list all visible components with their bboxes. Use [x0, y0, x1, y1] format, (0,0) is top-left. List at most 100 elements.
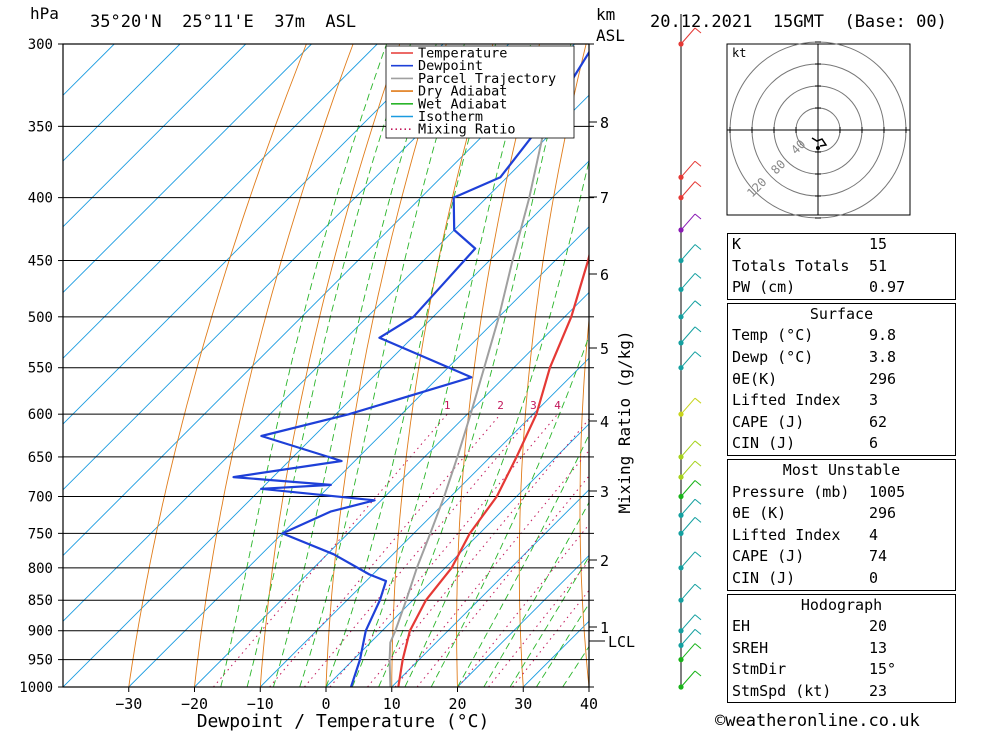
- mixing-ratio-label: 15: [672, 399, 685, 412]
- y-tick-label: 850: [28, 593, 53, 609]
- legend-label: Parcel Trajectory: [418, 71, 556, 87]
- x-tick-label: 10: [383, 695, 401, 713]
- km-tick-label: 6: [600, 266, 609, 284]
- y-tick-label: 650: [28, 450, 53, 466]
- pressure-unit-label: hPa: [30, 4, 59, 23]
- index-row: CAPE (J) 74: [732, 547, 888, 566]
- index-row: θE(K) 296: [732, 369, 897, 388]
- wet-adiabat-line: [299, 44, 465, 687]
- isotherm-line: [63, 44, 378, 359]
- dry-adiabat-line: [325, 44, 447, 687]
- y-tick-label: 300: [28, 37, 53, 53]
- surface-section: Surface Temp (°C) 9.8 Dewp (°C) 3.8 θE(K) 2…: [727, 302, 956, 456]
- x-tick-label: 20: [448, 695, 466, 713]
- km-tick-label: 1: [600, 619, 609, 637]
- index-row: CIN (J) 0: [732, 568, 879, 587]
- datetime-label: 20.12.2021 15GMT (Base: 00): [650, 12, 947, 32]
- x-tick-label: −10: [247, 695, 274, 713]
- isotherm-line: [259, 357, 589, 687]
- index-row: K 15: [732, 235, 888, 253]
- isotherm-line: [63, 44, 181, 162]
- most-unstable-section: Most Unstable Pressure (mb) 1005 θE (K) 29…: [727, 458, 956, 591]
- y-tick-label: 600: [28, 407, 53, 423]
- section-title: Surface: [809, 304, 874, 323]
- legend-label: Temperature: [418, 46, 507, 62]
- index-row: Lifted Index 3: [732, 391, 879, 410]
- y-tick-label: 800: [28, 561, 53, 577]
- mixing-ratio-axis-label: Mixing Ratio (g/kg): [615, 330, 634, 513]
- dry-adiabat-line: [696, 44, 726, 687]
- indices-table: K 15 Totals Totals 51 PW (cm) 0.97 Surface …: [727, 233, 956, 706]
- x-tick-label: 40: [580, 695, 598, 713]
- dry-adiabat-line: [957, 44, 1000, 687]
- km-tick-label: 2: [600, 552, 609, 570]
- copyright-footer: ©weatheronline.co.uk: [715, 711, 920, 731]
- mixing-ratio-label: 6: [590, 399, 597, 412]
- legend-label: Mixing Ratio: [418, 122, 516, 138]
- hodograph-section: Hodograph EH 20 SREH 13 StmDir 15° StmSpd (…: [727, 593, 956, 704]
- index-row: Totals Totals 51: [732, 256, 888, 275]
- mixing-ratio-label: 20: [700, 399, 713, 412]
- index-row: CIN (J) 6: [732, 434, 879, 453]
- wet-adiabat-line: [404, 159, 589, 687]
- y-tick-label: 750: [28, 526, 53, 542]
- y-tick-label: 900: [28, 624, 53, 640]
- mixing-ratio-label: 1: [444, 399, 451, 412]
- x-tick-label: −20: [181, 695, 208, 713]
- km-tick-label: 7: [600, 189, 609, 207]
- index-row: SREH 13: [732, 638, 888, 657]
- mixing-ratio-line: [457, 523, 589, 687]
- asl-label: ASL: [596, 26, 625, 45]
- km-unit-label: km: [596, 5, 616, 24]
- mixing-ratio-label: 4: [554, 399, 561, 412]
- y-tick-label: 450: [28, 254, 53, 270]
- legend-label: Wet Adiabat: [418, 96, 507, 112]
- mixing-ratio-label: 2: [497, 399, 504, 412]
- index-row: Lifted Index 4: [732, 525, 879, 544]
- km-tick-label: 5: [600, 340, 609, 358]
- mixing-ratio-line: [269, 413, 501, 687]
- section-title: Most Unstable: [782, 460, 901, 479]
- index-row: CAPE (J) 62: [732, 412, 888, 431]
- dry-adiabat-line: [194, 44, 354, 687]
- legend-frame: [385, 45, 575, 139]
- isotherm-line: [325, 423, 589, 687]
- wet-adiabat-line: [325, 44, 497, 687]
- y-tick-label: 400: [28, 191, 53, 207]
- general-indices: K 15 Totals Totals 51 PW (cm) 0.97: [727, 233, 956, 300]
- dry-adiabat-line: [456, 44, 540, 687]
- y-tick-label: 500: [28, 310, 53, 326]
- mixing-ratio-label: 3: [530, 399, 537, 412]
- isotherm-line: [63, 44, 510, 491]
- isotherm-line: [128, 226, 589, 687]
- dewpoint-line: [232, 50, 589, 687]
- km-tick-label: 4: [600, 413, 609, 431]
- y-tick-label: 700: [28, 490, 53, 506]
- index-row: StmDir 15°: [732, 660, 897, 679]
- dry-adiabat-line: [128, 44, 307, 687]
- isotherm-line: [63, 44, 312, 294]
- isotherm-line: [391, 489, 589, 687]
- isotherm-line: [63, 94, 589, 622]
- wet-adiabat-line: [220, 44, 388, 687]
- y-tick-label: 1000: [19, 680, 53, 696]
- index-row: Pressure (mb) 1005: [732, 482, 906, 501]
- y-tick-label: 350: [28, 119, 53, 135]
- y-tick-label: 550: [28, 361, 53, 377]
- mixing-ratio-line: [329, 413, 558, 687]
- mixing-ratio-label: 10: [633, 399, 646, 412]
- km-tick-label: 8: [600, 114, 609, 132]
- dry-adiabat-line: [639, 44, 680, 687]
- mixing-ratio-line: [416, 475, 589, 687]
- index-row: Dewp (°C) 3.8: [732, 347, 897, 366]
- x-tick-label: 0: [321, 695, 330, 713]
- legend-label: Dewpoint: [418, 58, 483, 74]
- isotherm-line: [63, 44, 444, 425]
- index-row: PW (cm) 0.97: [732, 278, 906, 297]
- index-row: StmSpd (kt) 23: [732, 681, 888, 700]
- isotherm-line: [63, 160, 589, 687]
- wet-adiabat-line: [457, 433, 589, 687]
- legend-label: Dry Adiabat: [418, 84, 507, 100]
